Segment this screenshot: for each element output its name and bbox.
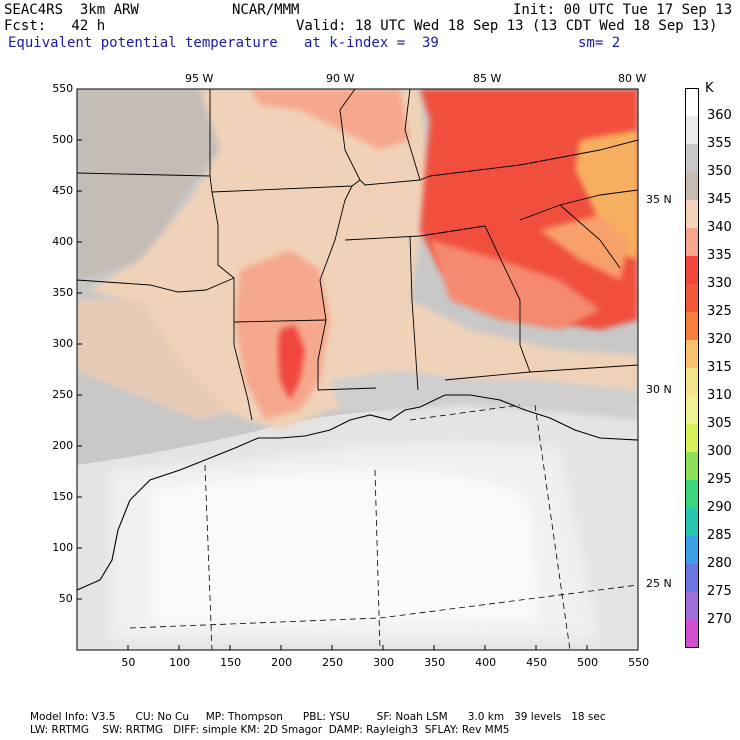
- colorbar-label: 305: [707, 416, 732, 431]
- forecast-hour: Fcst: 42 h: [4, 18, 106, 34]
- x-tick-label: 250: [322, 656, 344, 669]
- state-boundaries: [77, 89, 638, 421]
- colorbar-swatch: [685, 452, 699, 480]
- model-title: SEAC4RS 3km ARW: [4, 2, 139, 18]
- y-tick-label: 450: [52, 184, 74, 197]
- smooth-label: sm= 2: [578, 35, 621, 51]
- colorbar-label: 320: [707, 332, 732, 347]
- lon-label-80w: 80 W: [618, 72, 647, 85]
- x-axis-ticks: [127, 645, 639, 650]
- lon-label-85w: 85 W: [473, 72, 502, 85]
- colorbar-label: 355: [707, 136, 732, 151]
- y-tick-label: 150: [52, 490, 74, 503]
- colorbar-label: 310: [707, 388, 732, 403]
- level-label: at k-index = 39: [304, 35, 439, 51]
- y-tick-label: 300: [52, 337, 74, 350]
- org-label: NCAR/MMM: [232, 2, 300, 18]
- colorbar-swatch: [685, 508, 699, 536]
- valid-time: Valid: 18 UTC Wed 18 Sep 13 (13 CDT Wed …: [296, 18, 718, 34]
- colorbar-label: 350: [707, 164, 732, 179]
- x-tick-label: 200: [271, 656, 293, 669]
- x-tick-label: 50: [121, 656, 136, 669]
- y-axis-ticks: [77, 88, 82, 600]
- colorbar-swatch: [685, 396, 699, 424]
- colorbar-label: 290: [707, 500, 732, 515]
- colorbar-swatch: [685, 312, 699, 340]
- colorbar-label: 285: [707, 528, 732, 543]
- lat-label-30n: 30 N: [646, 383, 672, 396]
- model-info-line2: LW: RRTMG SW: RRTMG DIFF: simple KM: 2D …: [30, 724, 510, 736]
- colorbar-label: 280: [707, 556, 732, 571]
- colorbar-label: 300: [707, 444, 732, 459]
- colorbar-swatch: [685, 200, 699, 228]
- y-tick-label: 200: [52, 439, 74, 452]
- coastline: [77, 394, 638, 591]
- y-tick-label: 50: [58, 592, 73, 605]
- field-name: Equivalent potential temperature: [8, 35, 278, 51]
- lon-label-90w: 90 W: [326, 72, 355, 85]
- colorbar-swatch: [685, 256, 699, 284]
- colorbar-swatch: [685, 480, 699, 508]
- graticule: [129, 404, 638, 650]
- init-time: Init: 00 UTC Tue 17 Sep 13: [513, 2, 733, 18]
- x-tick-label: 150: [220, 656, 242, 669]
- colorbar-label: 325: [707, 304, 732, 319]
- colorbar-unit: K: [705, 81, 714, 96]
- colorbar-label: 275: [707, 584, 732, 599]
- colorbar-label: 295: [707, 472, 732, 487]
- colorbar-label: 335: [707, 248, 732, 263]
- x-tick-label: 100: [169, 656, 191, 669]
- x-tick-label: 550: [628, 656, 650, 669]
- x-tick-label: 500: [577, 656, 599, 669]
- colorbar-label: 270: [707, 612, 732, 627]
- colorbar-swatch: [685, 144, 699, 172]
- y-tick-label: 400: [52, 235, 74, 248]
- colorbar-swatch: [685, 172, 699, 200]
- lat-label-35n: 35 N: [646, 193, 672, 206]
- y-tick-label: 250: [52, 388, 74, 401]
- y-tick-label: 100: [52, 541, 74, 554]
- colorbar-label: 315: [707, 360, 732, 375]
- model-info-line1: Model Info: V3.5 CU: No Cu MP: Thompson …: [30, 711, 606, 723]
- colorbar-swatch: [685, 564, 699, 592]
- colorbar-swatch: [685, 284, 699, 312]
- contour-field: [77, 89, 638, 650]
- x-tick-label: 450: [526, 656, 548, 669]
- lat-label-25n: 25 N: [646, 577, 672, 590]
- colorbar-swatch: [685, 592, 699, 620]
- x-tick-label: 400: [475, 656, 497, 669]
- colorbar-swatch: [685, 424, 699, 452]
- lon-label-95w: 95 W: [185, 72, 214, 85]
- y-tick-label: 550: [52, 82, 74, 95]
- y-tick-label: 500: [52, 133, 74, 146]
- colorbar-swatch: [685, 536, 699, 564]
- colorbar-label: 330: [707, 276, 732, 291]
- y-tick-label: 350: [52, 286, 74, 299]
- colorbar-label: 360: [707, 108, 732, 123]
- x-tick-label: 350: [424, 656, 446, 669]
- colorbar-swatch: [685, 340, 699, 368]
- colorbar-label: 340: [707, 220, 732, 235]
- colorbar-swatch: [685, 116, 699, 144]
- colorbar-swatch: [685, 620, 699, 648]
- colorbar-swatch: [685, 88, 699, 116]
- colorbar-label: 345: [707, 192, 732, 207]
- colorbar-swatch: [685, 228, 699, 256]
- plot-frame: [76, 88, 639, 651]
- colorbar-swatch: [685, 368, 699, 396]
- x-tick-label: 300: [373, 656, 395, 669]
